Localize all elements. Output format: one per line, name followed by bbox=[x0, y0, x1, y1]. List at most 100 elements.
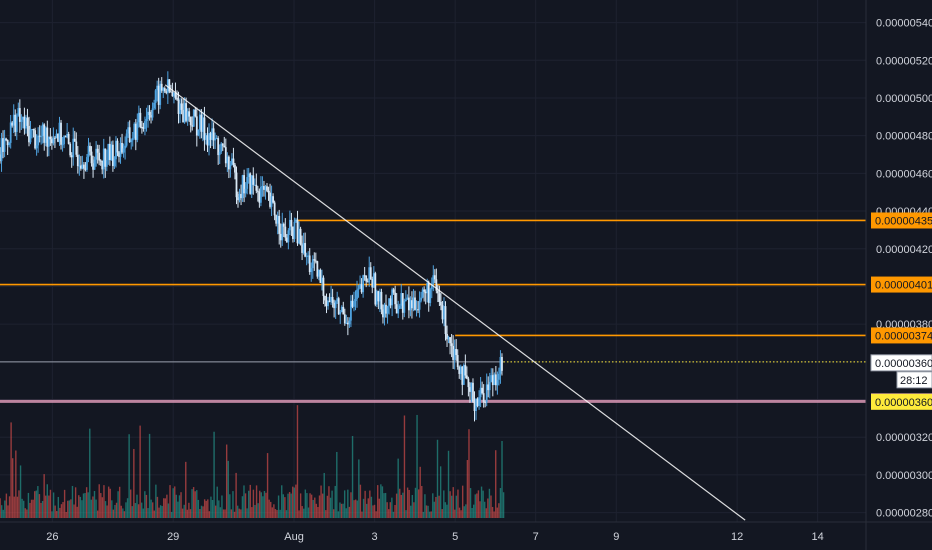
volume-bar bbox=[174, 486, 176, 518]
candle-body bbox=[5, 138, 8, 140]
time-tick-label: 5 bbox=[452, 531, 458, 543]
candle-body bbox=[293, 221, 296, 239]
volume-bar bbox=[299, 493, 302, 518]
volume-bar bbox=[446, 504, 448, 518]
volume-bar bbox=[175, 494, 178, 518]
candle-body bbox=[395, 304, 398, 314]
volume-bar bbox=[443, 490, 445, 518]
current-price-tag: 0.00000360 bbox=[875, 397, 932, 409]
volume-bar bbox=[144, 491, 146, 518]
candle-body bbox=[374, 273, 377, 305]
candle-body bbox=[157, 85, 160, 105]
volume-bar bbox=[225, 444, 228, 518]
volume-bar bbox=[339, 502, 341, 518]
volume-bar bbox=[67, 500, 69, 518]
candle-body bbox=[418, 300, 421, 310]
volume-bar bbox=[38, 494, 41, 518]
volume-bar bbox=[375, 511, 377, 518]
time-tick-label: Aug bbox=[284, 531, 304, 543]
time-tick-label: 12 bbox=[731, 531, 743, 543]
volume-bar bbox=[251, 507, 253, 518]
candle-body bbox=[485, 384, 488, 403]
candle-body bbox=[6, 139, 9, 146]
volume-bar bbox=[331, 490, 333, 518]
volume-bar bbox=[281, 485, 283, 518]
volume-bar bbox=[392, 511, 395, 518]
volume-bar bbox=[372, 505, 374, 518]
volume-bar bbox=[270, 501, 272, 518]
candle-body bbox=[455, 349, 458, 356]
candle-body bbox=[237, 197, 239, 201]
volume-bar bbox=[285, 510, 288, 518]
volume-bar bbox=[23, 500, 25, 518]
volume-bar bbox=[85, 487, 88, 518]
candle-body bbox=[235, 172, 238, 198]
volume-bar bbox=[383, 493, 385, 518]
volume-bar bbox=[428, 511, 431, 518]
horizontal-levels[interactable] bbox=[0, 219, 866, 403]
volume-bar bbox=[37, 486, 39, 518]
volume-bar bbox=[136, 494, 138, 518]
volume-bar bbox=[158, 507, 160, 518]
volume-bar bbox=[163, 498, 165, 518]
price-tick-label: 0.00000320 bbox=[876, 432, 932, 444]
volume-bar bbox=[406, 487, 409, 518]
candle-body bbox=[348, 320, 351, 325]
volume-bar bbox=[191, 489, 193, 518]
volume-bar bbox=[421, 486, 423, 518]
candle-body bbox=[256, 190, 259, 192]
candle-body bbox=[255, 184, 258, 191]
volume-bar bbox=[0, 505, 3, 518]
candle-body bbox=[140, 126, 143, 128]
candle-body bbox=[317, 269, 320, 277]
candle-body bbox=[8, 142, 11, 146]
volume-bar bbox=[34, 491, 36, 518]
candle-body bbox=[110, 144, 113, 161]
volume-bar bbox=[340, 503, 343, 518]
price-axis[interactable]: 0.00000540 0.00000520 0.00000500 0.00000480… bbox=[865, 0, 932, 550]
volume-bar bbox=[298, 510, 300, 518]
candle-body bbox=[35, 145, 38, 149]
trendline-group[interactable] bbox=[164, 84, 746, 521]
candle-body bbox=[9, 122, 12, 143]
candle-body bbox=[156, 85, 159, 91]
candle-body bbox=[333, 302, 336, 309]
volume-bar bbox=[172, 488, 174, 518]
candle-body bbox=[325, 300, 328, 307]
candle-body bbox=[153, 102, 155, 109]
time-axis[interactable]: 26 29 Aug 3 5 7 9 12 14 bbox=[0, 521, 932, 543]
candle-body bbox=[397, 308, 400, 314]
candle-body bbox=[104, 148, 107, 167]
candle-body bbox=[188, 111, 191, 117]
candle-body bbox=[92, 163, 94, 170]
candle-body bbox=[462, 365, 465, 385]
volume-bar bbox=[399, 488, 401, 518]
candle-body bbox=[278, 215, 281, 234]
volume-bar bbox=[240, 509, 242, 518]
volume-bar bbox=[230, 509, 233, 518]
volume-bar bbox=[416, 414, 418, 518]
candle-body bbox=[131, 137, 134, 141]
volume-bar bbox=[314, 497, 316, 518]
volume-bar bbox=[419, 466, 421, 518]
candle-body bbox=[435, 279, 438, 291]
candle-body bbox=[133, 123, 136, 138]
volume-bar bbox=[377, 485, 379, 518]
candle-body bbox=[86, 157, 88, 170]
volume-bar bbox=[13, 496, 15, 518]
volume-bar bbox=[232, 491, 234, 518]
volume-bar bbox=[104, 501, 107, 518]
candle-body bbox=[93, 159, 96, 170]
candle-body bbox=[478, 397, 480, 406]
price-tick-label: 0.00000280 bbox=[876, 508, 932, 520]
candle-body bbox=[415, 309, 418, 311]
volume-bar bbox=[397, 458, 399, 518]
candle-body bbox=[47, 136, 50, 147]
candle-body bbox=[288, 219, 291, 231]
candle-body bbox=[18, 108, 21, 122]
volume-bar bbox=[351, 435, 354, 518]
candle-body bbox=[211, 128, 213, 140]
volume-bar bbox=[29, 502, 31, 518]
volume-bar bbox=[142, 508, 144, 518]
